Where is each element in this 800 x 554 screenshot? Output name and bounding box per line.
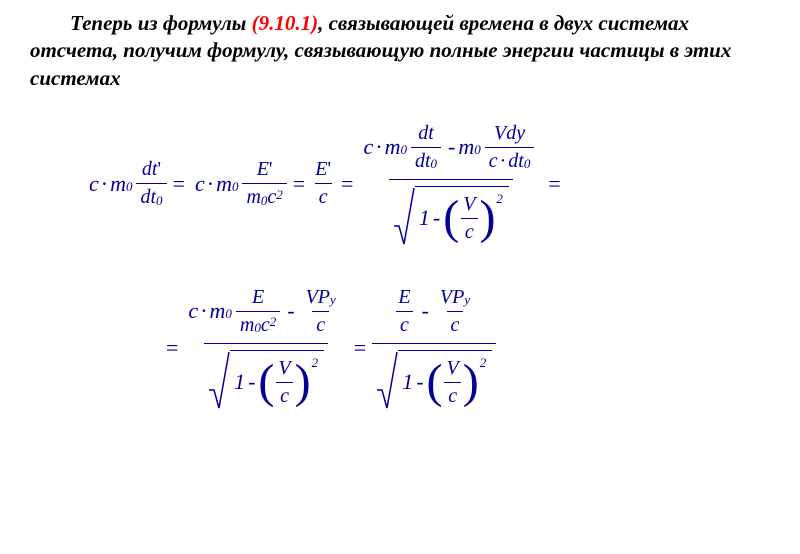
frac-dtprime-dt0: dt' dt0 (136, 158, 166, 209)
formula-reference: (9.10.1) (252, 11, 319, 35)
sqrt-1: 1 - ( V c ) 2 (393, 186, 509, 246)
formula-line-2: = c · m0 E m0c2 - VPy c 1 - (30, 286, 770, 410)
text-part1: Теперь из формулы (70, 11, 252, 35)
term-cm0-2: c · m0 (195, 171, 238, 197)
formula-line-1: c · m0 dt' dt0 = c · m0 E' m0c2 = E' c =… (30, 122, 770, 246)
sqrt-3: 1 - ( V c ) 2 (376, 350, 492, 410)
frac-Eprime-m0c2: E' m0c2 (242, 158, 286, 209)
big-frac-2: c · m0 E m0c2 - VPy c 1 - (184, 286, 347, 410)
intro-text: Теперь из формулы (9.10.1), связывающей … (30, 10, 770, 92)
big-frac-3: E c - VPy c 1 - ( V (372, 286, 496, 410)
sqrt-2: 1 - ( V c ) 2 (208, 350, 324, 410)
frac-Eprime-c: E' c (311, 158, 335, 209)
big-frac-1: c · m0 dt dt0 - m0 Vdy c·dt0 1 - (359, 122, 542, 246)
term-cm0-1: c · m0 (89, 171, 132, 197)
